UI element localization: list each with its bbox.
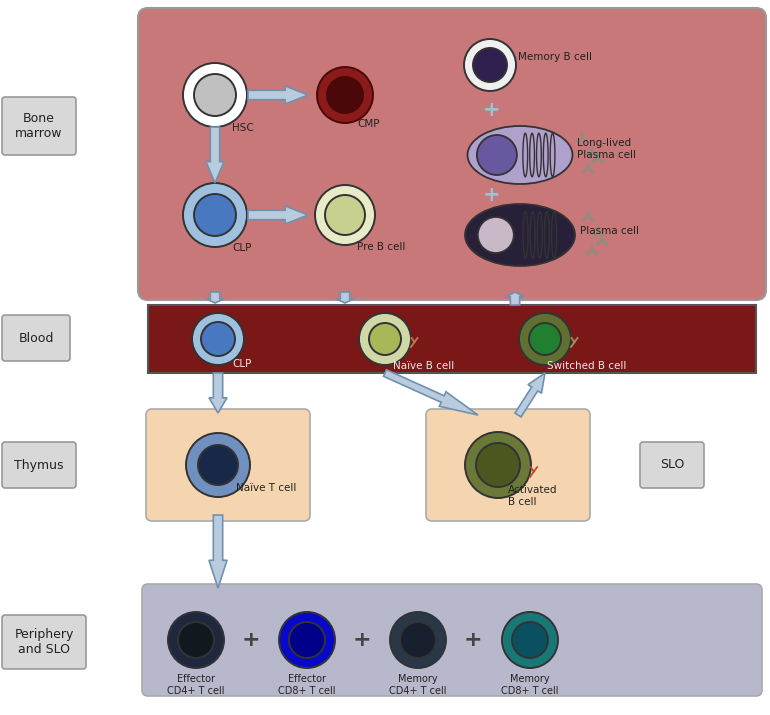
Bar (148, 305, 756, 373)
Text: Memory
CD4+ T cell: Memory CD4+ T cell (390, 674, 447, 696)
Text: +: + (353, 630, 371, 650)
Text: Bone
marrow: Bone marrow (15, 112, 62, 140)
Text: Memory
CD8+ T cell: Memory CD8+ T cell (501, 674, 559, 696)
Text: Switched B cell: Switched B cell (547, 361, 626, 371)
FancyBboxPatch shape (2, 97, 76, 155)
Text: +: + (484, 185, 500, 205)
Text: Activated
B cell: Activated B cell (508, 485, 557, 507)
Text: SLO: SLO (660, 458, 685, 471)
Text: +: + (242, 630, 260, 650)
Circle shape (289, 622, 325, 658)
Circle shape (183, 63, 247, 127)
Circle shape (529, 323, 561, 355)
Circle shape (512, 622, 548, 658)
Text: Naïve B cell: Naïve B cell (393, 361, 454, 371)
Polygon shape (206, 127, 224, 183)
Circle shape (400, 622, 436, 658)
FancyBboxPatch shape (146, 409, 310, 521)
Circle shape (502, 612, 558, 668)
Text: +: + (464, 630, 482, 650)
FancyBboxPatch shape (640, 442, 704, 488)
Circle shape (369, 323, 401, 355)
Circle shape (198, 445, 238, 485)
Polygon shape (206, 292, 224, 303)
Circle shape (519, 313, 571, 365)
Circle shape (186, 433, 250, 497)
Circle shape (201, 322, 235, 356)
Circle shape (465, 432, 531, 498)
Polygon shape (383, 370, 478, 415)
Text: CLP: CLP (232, 243, 251, 253)
Circle shape (183, 183, 247, 247)
Circle shape (476, 443, 520, 487)
Circle shape (477, 135, 517, 175)
Text: Periphery
and SLO: Periphery and SLO (15, 628, 74, 656)
Circle shape (478, 217, 514, 253)
Polygon shape (515, 373, 545, 417)
Ellipse shape (465, 204, 575, 266)
Text: CMP: CMP (357, 119, 380, 129)
Text: Long-lived
Plasma cell: Long-lived Plasma cell (577, 138, 636, 159)
Circle shape (178, 622, 214, 658)
Ellipse shape (467, 126, 573, 184)
Polygon shape (506, 292, 524, 305)
Polygon shape (248, 86, 308, 104)
Circle shape (325, 195, 365, 235)
Text: Memory B cell: Memory B cell (518, 52, 592, 62)
Circle shape (194, 194, 236, 236)
Polygon shape (209, 515, 227, 588)
Circle shape (473, 48, 507, 82)
Circle shape (315, 185, 375, 245)
Text: Effector
CD4+ T cell: Effector CD4+ T cell (167, 674, 225, 696)
Circle shape (192, 313, 244, 365)
Text: HSC: HSC (232, 123, 254, 133)
FancyBboxPatch shape (2, 315, 70, 361)
Text: Blood: Blood (18, 332, 54, 345)
FancyBboxPatch shape (142, 584, 762, 696)
Text: CLP: CLP (232, 359, 251, 369)
Polygon shape (336, 292, 354, 303)
FancyBboxPatch shape (426, 409, 590, 521)
Circle shape (168, 612, 224, 668)
FancyBboxPatch shape (138, 8, 766, 300)
Text: Effector
CD8+ T cell: Effector CD8+ T cell (278, 674, 336, 696)
Circle shape (279, 612, 335, 668)
FancyBboxPatch shape (2, 442, 76, 488)
Circle shape (359, 313, 411, 365)
Polygon shape (248, 206, 308, 224)
Circle shape (464, 39, 516, 91)
Text: Pre B cell: Pre B cell (357, 242, 405, 252)
Text: Thymus: Thymus (15, 458, 64, 471)
Text: +: + (484, 100, 500, 120)
Circle shape (390, 612, 446, 668)
Circle shape (327, 77, 363, 113)
FancyBboxPatch shape (2, 615, 86, 669)
Polygon shape (209, 373, 227, 413)
Text: Naïve T cell: Naïve T cell (236, 483, 296, 493)
Circle shape (317, 67, 373, 123)
Circle shape (194, 74, 236, 116)
Text: Plasma cell: Plasma cell (580, 226, 639, 236)
